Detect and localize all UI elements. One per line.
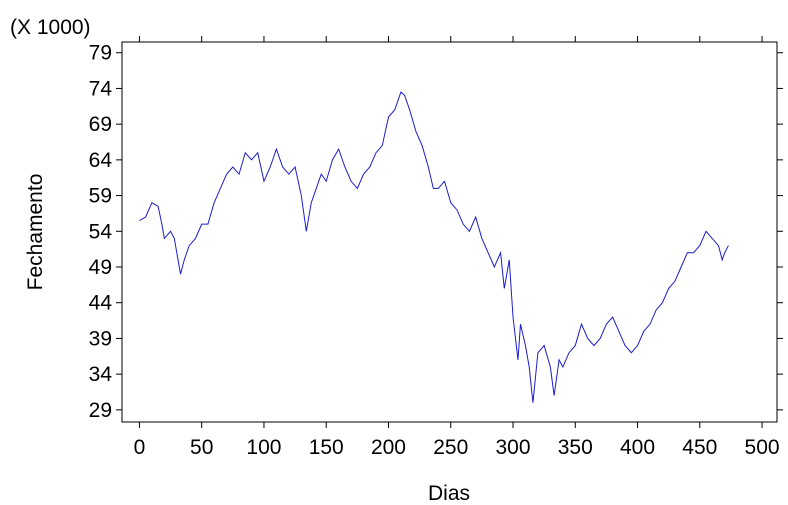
x-tick-label: 450 bbox=[682, 436, 717, 459]
y-multiplier: (X 1000) bbox=[10, 16, 91, 39]
y-tick-label: 79 bbox=[89, 42, 112, 65]
y-tick-label: 44 bbox=[89, 292, 113, 315]
x-tick-label: 400 bbox=[620, 436, 655, 459]
y-tick-label: 29 bbox=[89, 399, 112, 422]
x-tick-label: 200 bbox=[371, 436, 406, 459]
plot-frame bbox=[121, 41, 778, 423]
y-tick-label: 39 bbox=[89, 327, 112, 350]
y-tick-label: 34 bbox=[89, 363, 113, 386]
y-tick-label: 59 bbox=[89, 185, 112, 208]
x-tick-label: 100 bbox=[246, 436, 281, 459]
x-axis-label: Dias bbox=[428, 482, 470, 505]
x-tick-label: 150 bbox=[309, 436, 344, 459]
y-tick-label: 49 bbox=[89, 256, 112, 279]
x-tick-label: 50 bbox=[190, 436, 213, 459]
y-tick-label: 64 bbox=[89, 149, 113, 172]
line-series bbox=[139, 91, 729, 403]
y-tick-label: 69 bbox=[89, 113, 112, 136]
x-tick-label: 250 bbox=[433, 436, 468, 459]
x-tick-label: 300 bbox=[495, 436, 530, 459]
y-tick-label: 74 bbox=[89, 77, 113, 100]
y-axis-label: Fechamento bbox=[24, 174, 47, 291]
x-tick-label: 0 bbox=[134, 436, 146, 459]
x-tick-label: 500 bbox=[745, 436, 780, 459]
y-tick-label: 54 bbox=[89, 220, 113, 243]
x-tick-label: 350 bbox=[558, 436, 593, 459]
